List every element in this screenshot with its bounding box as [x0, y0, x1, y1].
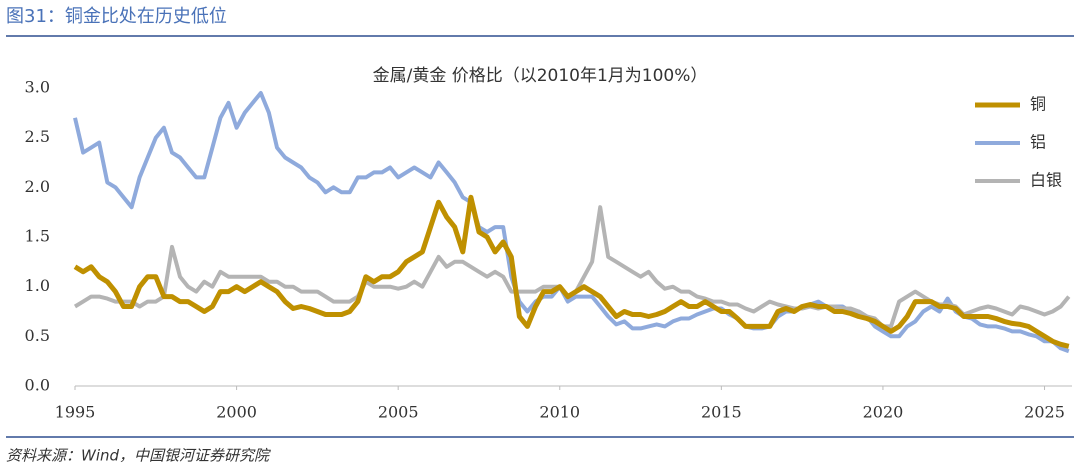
x-tick-label: 2000 [216, 403, 257, 422]
x-tick-label: 2015 [701, 403, 742, 422]
x-tick-label: 2010 [539, 403, 580, 422]
x-tick-label: 2020 [863, 403, 904, 422]
x-tick-label: 2005 [378, 403, 419, 422]
y-tick-label: 3.0 [25, 78, 50, 97]
source-note: 资料来源：Wind，中国银河证券研究院 [6, 447, 271, 465]
series-line [73, 205, 1071, 329]
legend-label: 铜 [1030, 95, 1046, 114]
y-tick-label: 2.5 [25, 127, 50, 146]
series-line [73, 91, 1070, 354]
series-line [73, 194, 1070, 349]
x-tick-label: 1995 [55, 403, 96, 422]
x-tick-label: 2025 [1024, 403, 1065, 422]
chart-title: 金属/黄金 价格比（以2010年1月为100%） [373, 66, 708, 86]
y-tick-label: 0.5 [25, 326, 50, 345]
y-tick-label: 1.0 [25, 276, 50, 295]
y-tick-label: 1.5 [25, 227, 50, 246]
y-tick-label: 0.0 [25, 376, 50, 395]
legend-label: 白银 [1030, 171, 1062, 190]
y-tick-label: 2.0 [25, 177, 50, 196]
legend-label: 铝 [1030, 133, 1046, 152]
figure-title: 图31：铜金比处在历史低位 [6, 6, 227, 27]
